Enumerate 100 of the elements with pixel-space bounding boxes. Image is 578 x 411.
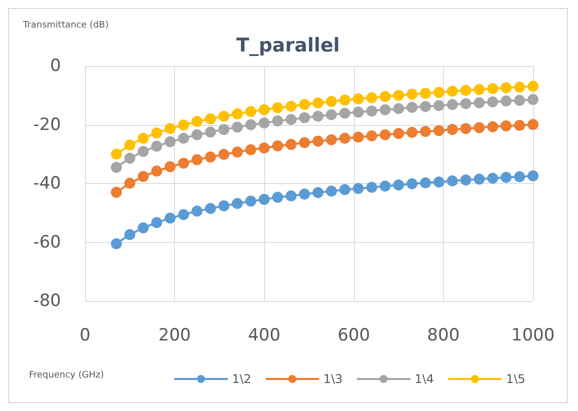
point (446, 175, 458, 186)
point (245, 106, 256, 118)
point (312, 110, 324, 122)
point (366, 182, 378, 193)
point (326, 96, 337, 108)
point (352, 182, 364, 194)
point (258, 194, 270, 205)
chart-title: T_parallel (236, 34, 340, 56)
point (352, 93, 364, 104)
y-tick-label: -20 (33, 114, 61, 135)
x-tick-label: 400 (248, 326, 280, 346)
point (232, 122, 243, 133)
legend-label: 1\4 (414, 372, 434, 386)
point (192, 206, 202, 217)
point (272, 115, 284, 126)
point (433, 86, 444, 98)
point (272, 140, 284, 152)
point (446, 124, 458, 135)
point (110, 162, 122, 173)
point (420, 101, 431, 112)
point (218, 110, 230, 122)
point (487, 121, 498, 132)
point (487, 172, 498, 184)
point (528, 80, 538, 92)
point (245, 144, 256, 156)
point (460, 123, 472, 134)
point (110, 148, 122, 160)
point (164, 161, 176, 172)
point (299, 98, 310, 110)
legend-label: 1\3 (323, 372, 343, 386)
point (258, 142, 270, 154)
point (204, 113, 216, 124)
point (339, 184, 350, 196)
point (406, 178, 418, 190)
point (204, 126, 216, 138)
point (528, 118, 538, 130)
point (245, 119, 256, 130)
point (299, 188, 310, 200)
point (258, 117, 270, 128)
legend-label: 1\5 (506, 372, 526, 386)
point (393, 103, 404, 114)
x-tick-label: 600 (338, 326, 370, 346)
point (178, 132, 190, 144)
point (339, 108, 350, 119)
point (286, 138, 297, 150)
point (192, 129, 202, 140)
y-axis-title: Transmittance (dB) (22, 20, 109, 30)
point (164, 123, 176, 134)
point (380, 129, 391, 140)
point (192, 154, 202, 166)
point (124, 140, 136, 151)
y-tick-label: 0 (50, 56, 61, 76)
point (204, 152, 216, 163)
point (299, 112, 310, 124)
point (352, 106, 364, 118)
x-tick-label: 200 (158, 326, 191, 346)
point (272, 192, 284, 203)
point (366, 105, 378, 116)
point (420, 126, 431, 138)
point (178, 209, 190, 220)
point (326, 134, 337, 146)
point (286, 190, 297, 202)
point (393, 179, 404, 190)
point (514, 171, 526, 182)
point (124, 152, 136, 164)
point (487, 96, 498, 108)
point (138, 170, 149, 182)
point (366, 130, 378, 142)
point (339, 132, 350, 144)
point (312, 136, 324, 147)
point (218, 148, 230, 160)
point (500, 120, 512, 132)
point (124, 229, 136, 240)
point (339, 94, 350, 106)
point (232, 198, 243, 209)
point (460, 174, 472, 186)
point (326, 186, 337, 197)
y-tick-label: -60 (33, 232, 61, 252)
point (352, 132, 364, 143)
point (151, 127, 162, 138)
point (474, 84, 485, 95)
point (514, 120, 526, 131)
point (178, 158, 190, 169)
point (232, 146, 243, 158)
point (204, 202, 216, 214)
point (110, 186, 122, 198)
x-tick-label: 0 (80, 326, 90, 346)
point (312, 187, 324, 198)
point (500, 95, 512, 106)
point (110, 238, 122, 250)
point (218, 124, 230, 135)
point (192, 116, 202, 128)
point (433, 176, 444, 188)
point (420, 88, 431, 99)
point (420, 177, 431, 188)
point (286, 114, 297, 125)
point (528, 94, 538, 105)
point (500, 172, 512, 183)
point (474, 97, 485, 108)
legend-label: 1\2 (232, 372, 252, 386)
